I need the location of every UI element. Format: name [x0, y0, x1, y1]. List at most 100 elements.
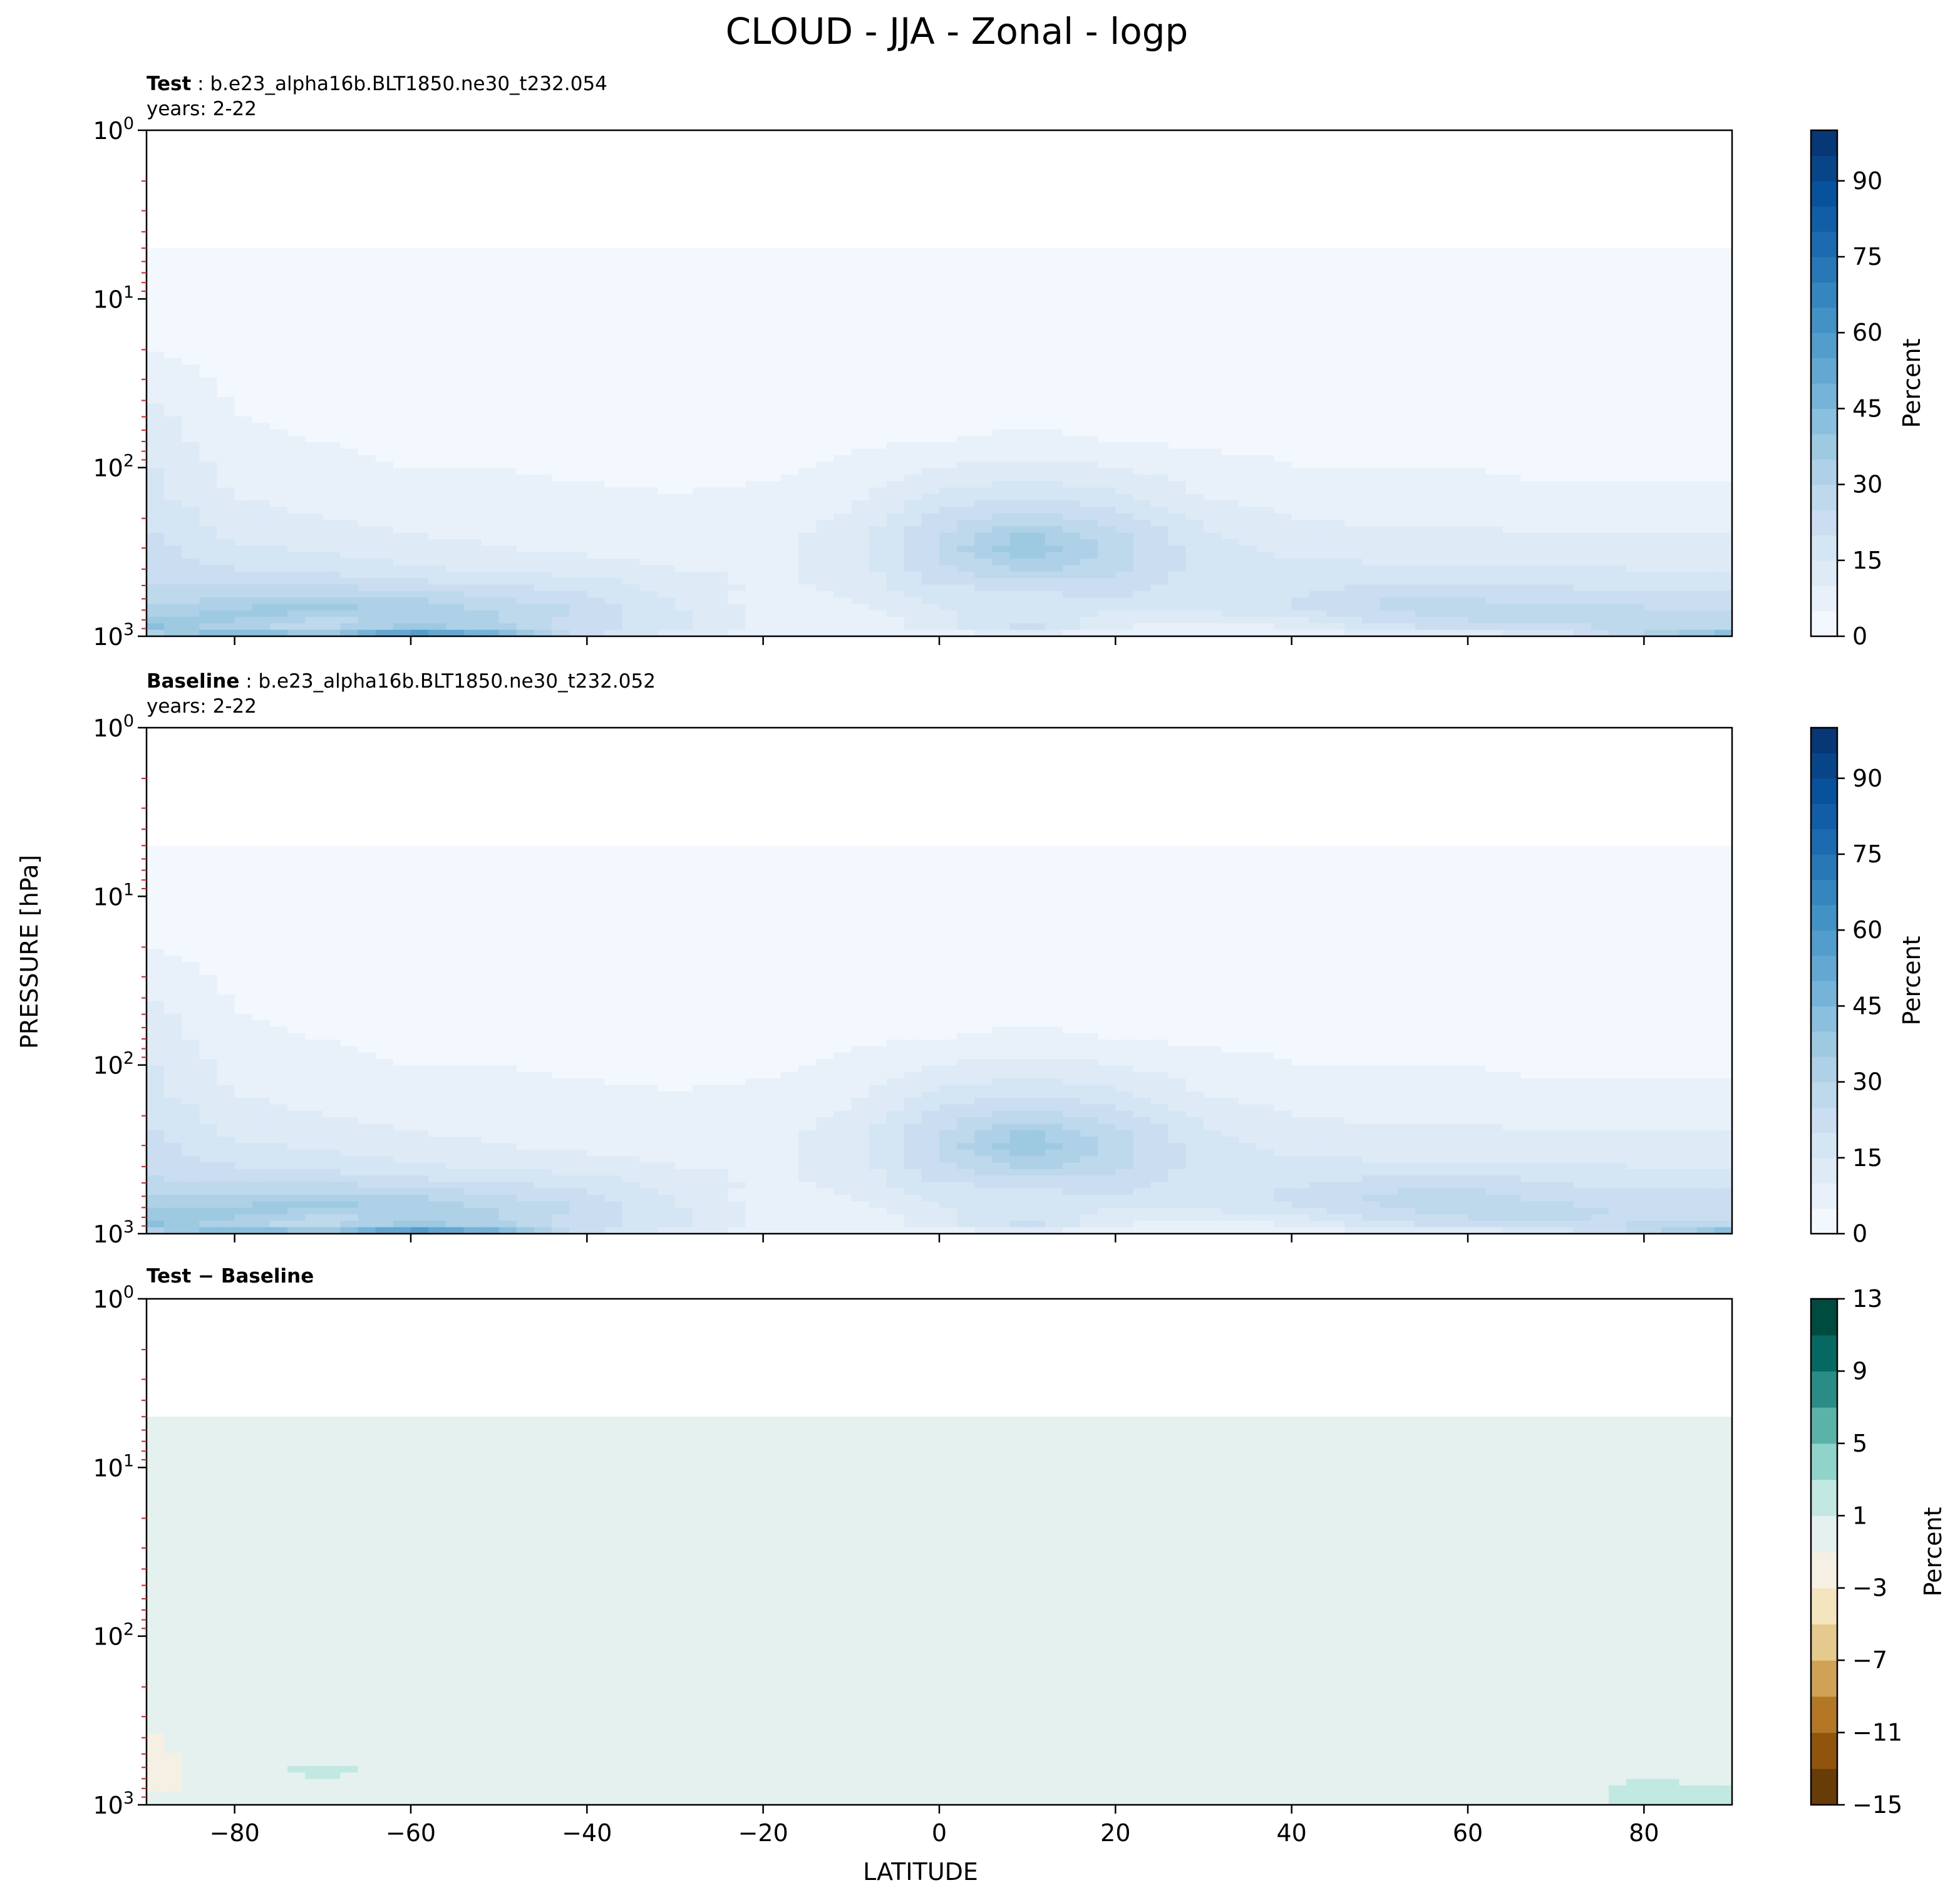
- field-cell: [1362, 526, 1380, 534]
- field-cell: [1503, 403, 1521, 411]
- field-cell: [516, 584, 535, 592]
- field-cell: [1415, 345, 1433, 353]
- field-cell: [869, 345, 887, 353]
- field-cell: [1432, 597, 1451, 604]
- field-cell: [1256, 423, 1275, 430]
- field-cell: [269, 500, 288, 508]
- field-cell: [534, 299, 552, 307]
- field-cell: [1679, 584, 1698, 592]
- field-cell: [1133, 390, 1152, 398]
- field-cell: [1397, 565, 1416, 572]
- field-cell: [780, 261, 799, 268]
- field-cell: [710, 442, 728, 450]
- field-cell: [287, 293, 306, 301]
- field-cell: [1644, 532, 1663, 540]
- field-cell: [639, 384, 658, 391]
- field-cell: [780, 448, 799, 456]
- field-cell: [1291, 493, 1310, 501]
- field-cell: [992, 364, 1011, 372]
- field-cell: [780, 287, 799, 294]
- field-cell: [1397, 403, 1416, 411]
- field-cell: [1291, 481, 1310, 488]
- field-cell: [1133, 299, 1152, 307]
- field-cell: [1714, 513, 1733, 520]
- field-cell: [1256, 481, 1275, 488]
- field-cell: [481, 287, 500, 294]
- field-cell: [1133, 280, 1152, 287]
- field-cell: [604, 371, 623, 378]
- field-cell: [1450, 455, 1468, 462]
- field-cell: [358, 338, 376, 346]
- field-cell: [745, 326, 764, 333]
- field-cell: [1450, 299, 1468, 307]
- field-cell: [552, 591, 570, 598]
- field-cell: [1309, 532, 1328, 540]
- field-cell: [1609, 332, 1627, 339]
- field-cell: [904, 416, 922, 423]
- field-cell: [516, 410, 535, 417]
- field-cell: [1380, 384, 1398, 391]
- field-cell: [833, 513, 852, 520]
- field-cell: [269, 280, 288, 287]
- field-cell: [1168, 274, 1187, 281]
- field-cell: [1185, 539, 1204, 546]
- field-cell: [1115, 287, 1134, 294]
- field-cell: [1062, 578, 1081, 585]
- field-cell: [1679, 539, 1698, 546]
- field-cell: [886, 597, 905, 604]
- field-cell: [1450, 377, 1468, 385]
- field-cell: [1274, 358, 1292, 365]
- field-cell: [693, 274, 711, 281]
- field-cell: [375, 597, 394, 604]
- field-cell: [745, 274, 764, 281]
- field-cell: [569, 532, 587, 540]
- field-cell: [974, 410, 993, 417]
- field-cell: [710, 474, 728, 482]
- field-cell: [411, 462, 429, 469]
- field-cell: [745, 578, 764, 585]
- field-cell: [1362, 462, 1380, 469]
- field-cell: [1291, 299, 1310, 307]
- field-cell: [622, 513, 641, 520]
- field-cell: [1150, 442, 1169, 450]
- field-cell: [1485, 539, 1504, 546]
- field-cell: [516, 403, 535, 411]
- field-cell: [1485, 552, 1504, 559]
- field-cell: [340, 532, 359, 540]
- field-cell: [164, 584, 182, 592]
- field-cell: [1150, 312, 1169, 320]
- field-cell: [1362, 559, 1380, 565]
- field-cell: [1362, 267, 1380, 275]
- field-cell: [693, 287, 711, 294]
- field-cell: [269, 377, 288, 385]
- field-cell: [1098, 493, 1116, 501]
- field-cell: [1204, 513, 1222, 520]
- field-cell: [693, 448, 711, 456]
- field-cell: [1538, 364, 1557, 372]
- field-cell: [1520, 500, 1539, 508]
- field-cell: [234, 345, 253, 353]
- field-cell: [710, 507, 728, 514]
- field-cell: [340, 500, 359, 508]
- field-cell: [1714, 319, 1733, 326]
- field-cell: [587, 371, 606, 378]
- field-cell: [763, 384, 781, 391]
- field-cell: [498, 455, 517, 462]
- field-cell: [393, 416, 411, 423]
- field-cell: [1204, 493, 1222, 501]
- field-cell: [904, 559, 922, 565]
- field-cell: [1397, 410, 1416, 417]
- field-cell: [869, 371, 887, 378]
- field-cell: [904, 377, 922, 385]
- field-cell: [798, 364, 817, 372]
- field-cell: [516, 597, 535, 604]
- field-cell: [1380, 578, 1398, 585]
- field-cell: [1380, 513, 1398, 520]
- field-cell: [1503, 571, 1521, 579]
- field-cell: [569, 358, 587, 365]
- field-cell: [498, 248, 517, 256]
- field-cell: [1344, 358, 1363, 365]
- field-cell: [1133, 364, 1152, 372]
- field-cell: [675, 261, 693, 268]
- field-cell: [1609, 545, 1627, 553]
